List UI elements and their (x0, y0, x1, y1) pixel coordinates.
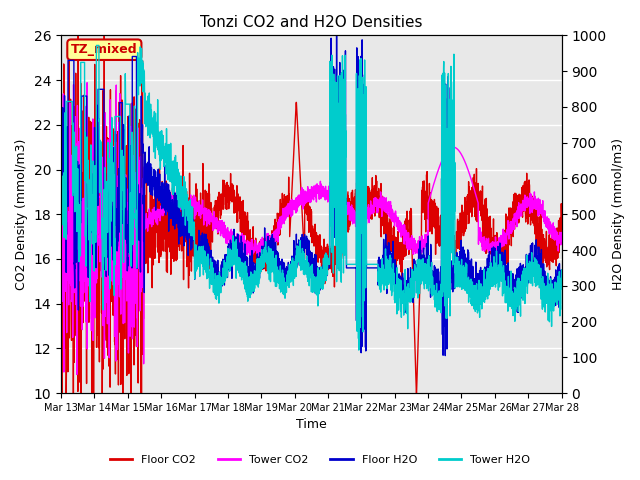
X-axis label: Time: Time (296, 419, 326, 432)
Y-axis label: H2O Density (mmol/m3): H2O Density (mmol/m3) (612, 138, 625, 290)
Text: TZ_mixed: TZ_mixed (71, 43, 138, 56)
Y-axis label: CO2 Density (mmol/m3): CO2 Density (mmol/m3) (15, 139, 28, 290)
Title: Tonzi CO2 and H2O Densities: Tonzi CO2 and H2O Densities (200, 15, 422, 30)
Legend: Floor CO2, Tower CO2, Floor H2O, Tower H2O: Floor CO2, Tower CO2, Floor H2O, Tower H… (105, 451, 535, 469)
